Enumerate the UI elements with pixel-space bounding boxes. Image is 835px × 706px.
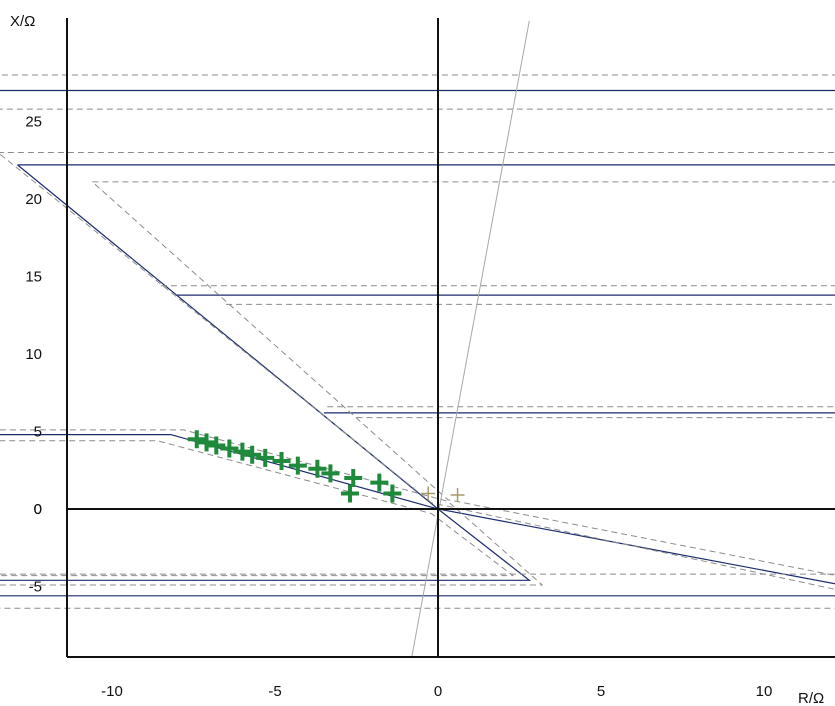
zone-tolerance-boundary — [92, 181, 835, 576]
y-tick-label: 10 — [25, 346, 42, 363]
y-axis-title: X/Ω — [10, 13, 35, 30]
x-tick-label: 5 — [597, 683, 605, 700]
measured-point-marker — [197, 433, 216, 452]
x-tick-label: 0 — [434, 683, 442, 700]
measured-point-marker — [344, 469, 363, 487]
small-marker-points — [421, 486, 465, 503]
zone-boundary — [17, 164, 835, 585]
x-tick-label: -5 — [268, 683, 281, 700]
measured-point-marker — [243, 445, 262, 464]
measured-point-marker — [207, 436, 226, 455]
zone-tolerance-boundary — [0, 74, 835, 609]
zone-boundary — [0, 89, 835, 597]
zone-tolerance-boundary — [0, 440, 514, 577]
x-tick-label: 10 — [756, 683, 773, 700]
relay-angle-line-group — [411, 20, 530, 657]
axes — [66, 18, 835, 658]
measured-point-marker — [288, 456, 307, 475]
measured-point-marker — [370, 473, 389, 492]
zone-tolerance-boundary — [0, 429, 543, 586]
measured-point-marker — [383, 484, 402, 503]
measured-point-marker — [187, 430, 206, 449]
y-tick-label: 5 — [34, 424, 42, 441]
y-tick-label: 0 — [34, 501, 42, 518]
zone-tolerance-boundaries — [0, 74, 835, 609]
measured-point-marker — [220, 439, 239, 458]
y-tick-label: -5 — [29, 579, 42, 596]
measured-point-marker — [272, 451, 291, 470]
small-point-marker — [450, 488, 465, 503]
y-tick-label: 15 — [25, 269, 42, 286]
measured-point-marker — [308, 459, 327, 478]
y-tick-label: 20 — [25, 191, 42, 208]
measured-point-marker — [321, 464, 340, 483]
measured-points — [187, 430, 402, 503]
x-axis-title: R/Ω — [798, 690, 824, 706]
zone-boundaries — [0, 89, 835, 597]
zone-boundary — [0, 434, 532, 581]
y-tick-label: 25 — [25, 114, 42, 131]
zone-tolerance-boundary — [0, 108, 835, 575]
y-tick-label: 0 — [34, 501, 42, 518]
relay-angle-line — [411, 20, 530, 657]
measured-point-marker — [340, 484, 359, 503]
zone-tolerance-boundary — [0, 152, 835, 590]
measured-point-marker — [233, 442, 252, 461]
measured-point-marker — [256, 448, 275, 467]
x-tick-label: -10 — [101, 683, 123, 700]
small-point-marker — [421, 486, 436, 501]
